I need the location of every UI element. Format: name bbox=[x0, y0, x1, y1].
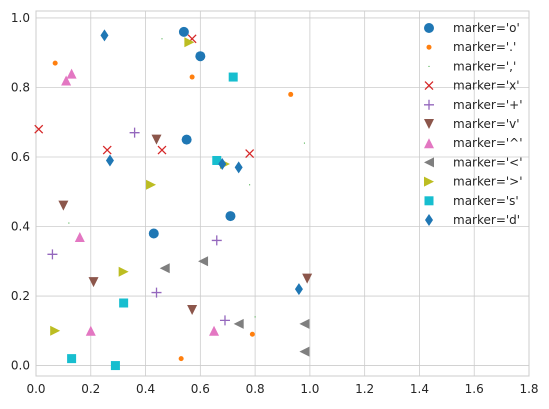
data-point bbox=[209, 325, 220, 336]
data-point bbox=[100, 29, 109, 42]
data-point bbox=[148, 228, 159, 239]
data-point bbox=[225, 211, 236, 222]
data-point bbox=[151, 134, 162, 145]
legend-marker bbox=[426, 44, 432, 50]
data-point bbox=[85, 325, 96, 336]
data-point bbox=[157, 145, 167, 155]
data-point bbox=[102, 145, 112, 155]
data-point bbox=[299, 318, 310, 329]
legend-entry-label: marker='d' bbox=[453, 213, 520, 227]
data-point bbox=[119, 298, 129, 308]
legend-entry-label: marker='+' bbox=[453, 98, 523, 112]
data-point bbox=[74, 231, 85, 242]
x-tick-label: 0.4 bbox=[136, 382, 155, 396]
data-point bbox=[161, 38, 163, 40]
data-point bbox=[159, 263, 170, 274]
data-point bbox=[302, 273, 313, 284]
legend-marker bbox=[424, 81, 434, 91]
legend-entry-label: marker='s' bbox=[453, 194, 519, 208]
data-point bbox=[67, 354, 77, 364]
data-point bbox=[68, 222, 70, 224]
data-point bbox=[245, 149, 255, 158]
x-tick-label: 0.8 bbox=[246, 382, 265, 396]
data-point bbox=[299, 346, 310, 357]
legend-marker bbox=[424, 99, 434, 110]
x-axis-ticks: 0.0 0.2 0.4 0.6 0.8 1.0 1.2 1.4 1.6 1.8 bbox=[26, 382, 538, 396]
x-tick-label: 0.2 bbox=[81, 382, 100, 396]
x-tick-label: 1.8 bbox=[519, 382, 538, 396]
x-tick-label: 1.4 bbox=[410, 382, 429, 396]
data-point bbox=[219, 315, 230, 326]
y-tick-label: 0.2 bbox=[11, 289, 30, 303]
y-tick-label: 0.8 bbox=[11, 80, 30, 94]
data-point bbox=[181, 134, 192, 145]
data-point bbox=[288, 91, 294, 97]
data-point bbox=[110, 361, 120, 371]
legend-entry-label: marker='v' bbox=[453, 117, 520, 131]
legend-marker bbox=[428, 65, 430, 67]
axes-frame bbox=[35, 10, 530, 377]
data-point bbox=[47, 249, 58, 260]
data-point bbox=[187, 304, 198, 315]
legend-entry-label: marker='<' bbox=[453, 155, 523, 169]
legend-marker bbox=[424, 119, 434, 129]
data-point bbox=[218, 157, 227, 170]
legend-marker bbox=[424, 157, 434, 168]
legend-marker bbox=[424, 23, 434, 33]
data-point bbox=[249, 184, 251, 186]
legend: marker='o' marker='.' marker=',' marker='x'… bbox=[424, 21, 523, 227]
data-point bbox=[151, 287, 162, 298]
data-point bbox=[58, 200, 69, 211]
legend-entry-label: marker='.' bbox=[453, 40, 516, 54]
data-point bbox=[61, 75, 72, 86]
x-tick-label: 0.0 bbox=[26, 382, 45, 396]
legend-entry-label: marker='x' bbox=[453, 79, 520, 93]
legend-marker bbox=[424, 138, 434, 149]
data-point bbox=[88, 277, 99, 288]
legend-entry-label: marker='^' bbox=[453, 136, 523, 150]
data-point bbox=[184, 37, 195, 48]
y-tick-label: 0.0 bbox=[11, 359, 30, 373]
x-tick-label: 1.2 bbox=[355, 382, 374, 396]
y-tick-label: 0.6 bbox=[11, 150, 30, 164]
data-points bbox=[34, 26, 313, 371]
y-tick-label: 0.4 bbox=[11, 220, 30, 234]
x-tick-label: 0.6 bbox=[191, 382, 210, 396]
y-axis-ticks: 0.0 0.2 0.4 0.6 0.8 1.0 bbox=[11, 11, 30, 373]
data-point bbox=[228, 72, 238, 82]
legend-entry-label: marker='o' bbox=[453, 21, 520, 35]
x-tick-label: 1.0 bbox=[300, 382, 319, 396]
legend-marker bbox=[425, 214, 433, 226]
y-tick-label: 1.0 bbox=[11, 11, 30, 25]
data-point bbox=[211, 235, 222, 246]
plot-border bbox=[35, 10, 530, 377]
data-point bbox=[254, 316, 256, 318]
data-point bbox=[303, 142, 305, 144]
data-point bbox=[198, 256, 209, 267]
data-point bbox=[34, 124, 44, 134]
legend-marker bbox=[424, 176, 434, 187]
legend-marker bbox=[424, 196, 434, 206]
data-point bbox=[189, 74, 195, 80]
data-point bbox=[234, 161, 243, 174]
legend-entry-label: marker='>' bbox=[453, 175, 523, 189]
data-point bbox=[129, 127, 140, 138]
data-point bbox=[249, 331, 255, 337]
data-point bbox=[146, 179, 157, 190]
data-point bbox=[118, 266, 129, 277]
data-point bbox=[178, 356, 184, 362]
data-point bbox=[105, 154, 114, 167]
x-tick-label: 1.6 bbox=[465, 382, 484, 396]
data-point bbox=[66, 68, 77, 79]
data-point bbox=[195, 51, 206, 62]
data-point bbox=[178, 26, 189, 37]
data-point bbox=[50, 325, 61, 336]
legend-entry-label: marker=',' bbox=[453, 59, 516, 73]
data-point bbox=[52, 60, 58, 66]
data-point bbox=[233, 318, 244, 329]
data-point bbox=[294, 283, 303, 296]
data-point bbox=[212, 155, 222, 165]
